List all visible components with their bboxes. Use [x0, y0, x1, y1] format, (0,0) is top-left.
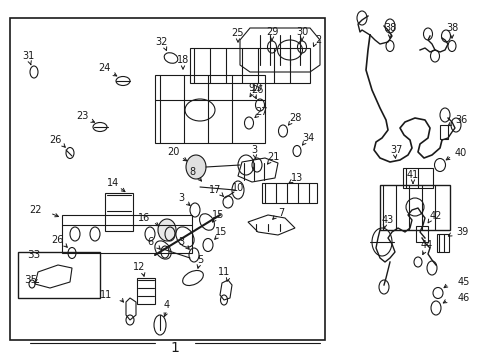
Bar	[190, 48, 309, 83]
Text: 34: 34	[301, 133, 313, 143]
Text: 23: 23	[76, 111, 88, 121]
Text: 45: 45	[457, 277, 469, 287]
Text: 39: 39	[455, 227, 468, 237]
Bar	[379, 185, 449, 230]
Text: 6: 6	[146, 237, 153, 247]
Text: 25: 25	[231, 28, 244, 38]
Text: 42: 42	[429, 211, 442, 221]
Ellipse shape	[185, 155, 205, 179]
Bar	[105, 193, 133, 231]
Text: 28: 28	[288, 113, 301, 123]
Text: 17: 17	[208, 185, 221, 195]
Text: 30: 30	[295, 27, 307, 37]
Text: 1: 1	[170, 341, 179, 355]
Text: 9: 9	[247, 83, 254, 93]
Text: 20: 20	[166, 147, 179, 157]
Text: 31: 31	[22, 51, 34, 61]
Text: 26: 26	[49, 135, 61, 145]
Text: 11: 11	[100, 290, 112, 300]
Bar	[137, 278, 155, 304]
Text: 38: 38	[383, 23, 395, 33]
Text: 12: 12	[133, 262, 145, 272]
Text: 18: 18	[177, 55, 189, 65]
Text: 19: 19	[250, 83, 263, 93]
Text: 21: 21	[266, 152, 279, 162]
Text: 2: 2	[314, 35, 321, 45]
Bar	[155, 75, 264, 143]
Bar	[62, 215, 192, 253]
Text: 10: 10	[231, 183, 244, 193]
Text: 32: 32	[155, 37, 167, 47]
Text: 44: 44	[420, 240, 432, 250]
Text: 26: 26	[250, 85, 263, 95]
Bar	[262, 183, 316, 203]
Text: 7: 7	[277, 208, 284, 218]
Ellipse shape	[158, 219, 176, 241]
Bar	[18, 252, 100, 298]
Text: 29: 29	[265, 27, 278, 37]
Bar	[436, 234, 448, 252]
Text: 8: 8	[188, 167, 195, 177]
Text: 46: 46	[457, 293, 469, 303]
Text: 4: 4	[163, 300, 170, 310]
Text: 14: 14	[107, 178, 119, 188]
Text: 11: 11	[218, 267, 230, 277]
Bar	[10, 18, 325, 340]
Text: 22: 22	[29, 205, 41, 215]
Text: 5: 5	[197, 255, 203, 265]
Text: 27: 27	[255, 107, 268, 117]
Text: 16: 16	[138, 213, 150, 223]
Bar	[402, 168, 432, 188]
Text: 38: 38	[445, 23, 457, 33]
Text: 43: 43	[381, 215, 393, 225]
Bar	[439, 125, 447, 139]
Text: 13: 13	[290, 173, 303, 183]
Text: 40: 40	[454, 148, 467, 158]
Text: 36: 36	[454, 115, 467, 125]
Bar	[415, 226, 427, 242]
Text: 15: 15	[211, 210, 224, 220]
Text: 24: 24	[98, 63, 110, 73]
Text: 35: 35	[24, 275, 37, 285]
Text: 33: 33	[27, 250, 40, 260]
Text: 26: 26	[51, 235, 63, 245]
Text: 37: 37	[389, 145, 402, 155]
Text: 15: 15	[214, 227, 227, 237]
Text: 3: 3	[250, 145, 257, 155]
Text: 3: 3	[178, 237, 183, 247]
Text: 3: 3	[178, 193, 183, 203]
Text: 41: 41	[406, 170, 418, 180]
